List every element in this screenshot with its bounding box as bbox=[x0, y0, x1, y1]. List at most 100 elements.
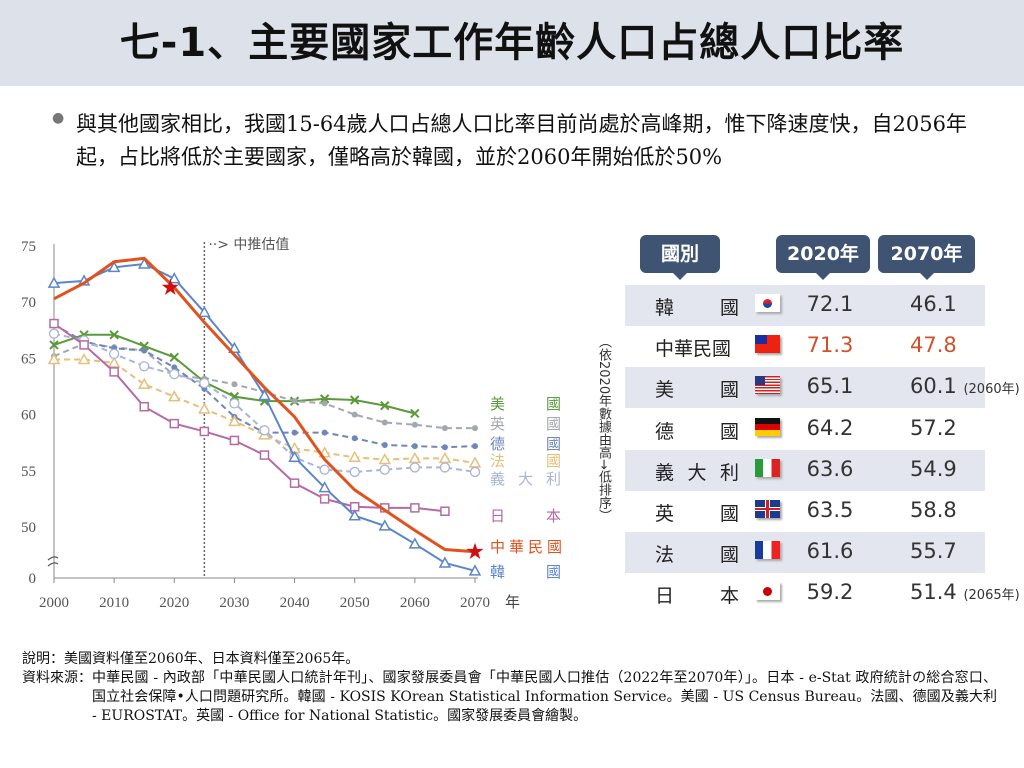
table-row: 義大利 63.6 54.9 bbox=[625, 449, 985, 491]
value-2070-cell: 47.8 bbox=[880, 333, 990, 357]
value-2070: 47.8 bbox=[910, 333, 957, 358]
value-2020: 64.2 bbox=[806, 415, 854, 440]
italy-flag-icon bbox=[755, 458, 780, 477]
value-2070: 60.1 bbox=[910, 374, 957, 399]
data-point bbox=[351, 411, 358, 418]
table-row: 法國 61.6 55.7 bbox=[625, 532, 985, 574]
country-name-char: 義 bbox=[655, 461, 675, 484]
value-2070-cell: 60.1 (2060年) bbox=[880, 374, 1020, 399]
legend-label: 法 bbox=[490, 452, 505, 470]
data-point bbox=[139, 401, 149, 412]
data-point bbox=[350, 395, 360, 405]
table-row: 中華民國 71.3 47.8 bbox=[625, 326, 985, 367]
country-name-char: 法 bbox=[655, 544, 675, 567]
data-point bbox=[47, 276, 61, 288]
value-2070-cell: 55.7 bbox=[880, 539, 990, 563]
country-name: 英國 bbox=[655, 499, 739, 526]
data-point bbox=[109, 330, 119, 340]
data-point bbox=[438, 451, 452, 464]
data-point bbox=[381, 441, 388, 448]
country-name: 法國 bbox=[655, 540, 739, 567]
country-name: 義大利 bbox=[655, 458, 739, 485]
y-tick-label: 75 bbox=[21, 239, 36, 255]
data-point-star bbox=[161, 278, 179, 295]
legend-label: 國 bbox=[546, 563, 561, 581]
summary-text: 與其他國家相比，我國15-64歲人口占總人口比率目前尚處於高峰期，惟下降速度快，… bbox=[76, 112, 967, 169]
x-tick-label: 2040 bbox=[280, 595, 310, 611]
data-point bbox=[77, 352, 91, 365]
legend-label: 國 bbox=[546, 395, 561, 413]
page-title: 七-1、主要國家工作年齡人口占總人口比率 bbox=[119, 20, 905, 66]
data-point bbox=[198, 305, 211, 318]
legend-label: 國 bbox=[546, 452, 561, 470]
country-name-char: 國 bbox=[719, 544, 739, 567]
data-point bbox=[169, 352, 179, 362]
value-2070: 58.8 bbox=[910, 498, 957, 522]
axis-break-icon bbox=[47, 556, 59, 567]
data-point bbox=[409, 462, 421, 473]
data-point bbox=[288, 450, 301, 463]
value-2070: 57.2 bbox=[910, 415, 957, 440]
data-point bbox=[139, 361, 150, 372]
country-name-char: 國 bbox=[719, 297, 739, 319]
data-point bbox=[108, 348, 120, 360]
data-point bbox=[438, 556, 452, 568]
value-2020: 61.6 bbox=[806, 539, 854, 564]
data-point bbox=[171, 364, 178, 371]
value-2020: 63.6 bbox=[806, 456, 854, 481]
data-point bbox=[137, 257, 151, 269]
data-point bbox=[229, 435, 240, 446]
data-point bbox=[321, 429, 328, 436]
header-2070: 2070年 bbox=[878, 235, 975, 280]
source-label: 資料來源： bbox=[22, 670, 92, 686]
header-country: 國別 bbox=[640, 235, 720, 280]
data-point bbox=[107, 260, 121, 273]
data-point bbox=[319, 494, 330, 504]
value-2020: 63.5 bbox=[806, 498, 854, 522]
data-point bbox=[441, 444, 448, 451]
data-point bbox=[199, 377, 210, 389]
data-point bbox=[169, 368, 180, 380]
data-point bbox=[137, 377, 151, 390]
y-tick-label: 50 bbox=[21, 520, 36, 536]
data-point-star bbox=[466, 542, 484, 559]
data-point bbox=[231, 381, 238, 388]
data-point bbox=[468, 456, 482, 468]
data-point bbox=[199, 426, 210, 437]
country-name-char: 本 bbox=[719, 585, 739, 608]
data-point bbox=[472, 425, 478, 432]
data-point bbox=[141, 347, 148, 354]
value-2070-cell: 46.1 bbox=[880, 292, 990, 316]
data-point bbox=[107, 356, 121, 368]
data-point bbox=[319, 464, 330, 475]
data-point bbox=[228, 341, 241, 354]
data-point bbox=[411, 443, 418, 450]
data-point bbox=[411, 421, 418, 428]
table-row: 德國 64.2 57.2 bbox=[625, 409, 985, 450]
sort-note: （依2020年數據由高→低排序） bbox=[596, 335, 611, 522]
data-point bbox=[169, 418, 180, 429]
taiwan-flag-icon bbox=[755, 335, 780, 354]
data-point bbox=[109, 367, 119, 377]
y-tick-label: 65 bbox=[21, 351, 36, 367]
value-2020: 72.1 bbox=[806, 292, 854, 316]
data-point bbox=[291, 398, 298, 405]
country-name: 韓國 bbox=[655, 293, 739, 320]
footnote: 說明：美國資料僅至2060年、日本資料僅至2065年。 資料來源： 中華民國 -… bbox=[22, 650, 997, 726]
country-name-char: 韓 bbox=[655, 297, 675, 319]
country-name: 美國 bbox=[655, 375, 739, 402]
country-name-char: 日 bbox=[655, 585, 675, 608]
country-name-char: 國 bbox=[719, 420, 739, 443]
data-point bbox=[439, 462, 451, 473]
data-point bbox=[198, 402, 211, 414]
legend-label: 國 bbox=[546, 435, 561, 453]
value-2070: 51.4 bbox=[910, 580, 957, 605]
series-line bbox=[53, 256, 476, 554]
series-7 bbox=[47, 257, 482, 576]
data-point bbox=[440, 506, 450, 517]
country-name: 德國 bbox=[655, 417, 739, 444]
y-tick-label: 0 bbox=[29, 571, 37, 587]
header-2020: 2020年 bbox=[776, 235, 870, 280]
value-2070-cell: 54.9 bbox=[880, 457, 990, 481]
data-point bbox=[441, 425, 448, 432]
